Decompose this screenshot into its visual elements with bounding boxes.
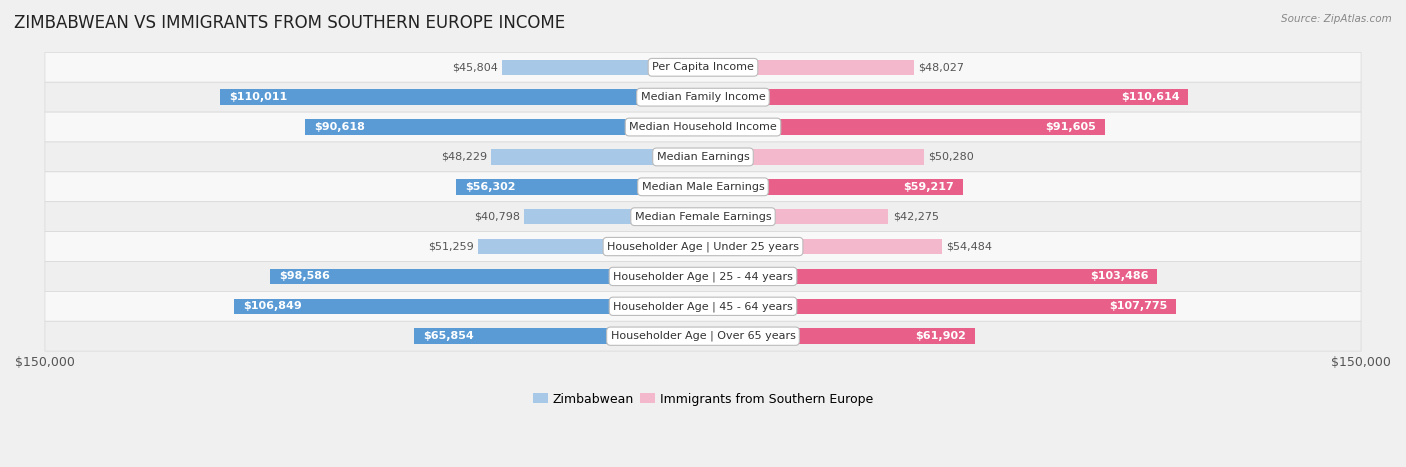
Text: $65,854: $65,854 [423,331,474,341]
Text: $51,259: $51,259 [427,241,474,252]
Text: $54,484: $54,484 [946,241,993,252]
FancyBboxPatch shape [45,52,1361,82]
Bar [221,89,703,105]
Text: $61,902: $61,902 [915,331,966,341]
Bar [524,209,703,225]
Bar [492,149,703,165]
Text: Median Male Earnings: Median Male Earnings [641,182,765,192]
Bar [270,269,703,284]
Bar [703,328,974,344]
FancyBboxPatch shape [45,291,1361,321]
Text: $48,229: $48,229 [441,152,486,162]
Text: ZIMBABWEAN VS IMMIGRANTS FROM SOUTHERN EUROPE INCOME: ZIMBABWEAN VS IMMIGRANTS FROM SOUTHERN E… [14,14,565,32]
Bar [478,239,703,255]
Text: $59,217: $59,217 [903,182,955,192]
Bar [703,269,1157,284]
Legend: Zimbabwean, Immigrants from Southern Europe: Zimbabwean, Immigrants from Southern Eur… [527,388,879,410]
Bar [456,179,703,195]
Bar [415,328,703,344]
Text: Median Household Income: Median Household Income [628,122,778,132]
FancyBboxPatch shape [45,82,1361,112]
FancyBboxPatch shape [45,112,1361,142]
Text: Median Earnings: Median Earnings [657,152,749,162]
Bar [703,149,924,165]
FancyBboxPatch shape [45,321,1361,351]
Bar [502,59,703,75]
FancyBboxPatch shape [45,262,1361,291]
Bar [703,119,1105,135]
Text: $110,011: $110,011 [229,92,287,102]
Text: $90,618: $90,618 [314,122,366,132]
Bar [703,239,942,255]
Text: $45,804: $45,804 [451,62,498,72]
FancyBboxPatch shape [45,142,1361,172]
Text: $91,605: $91,605 [1045,122,1097,132]
Text: $50,280: $50,280 [928,152,974,162]
Bar [703,298,1175,314]
Bar [703,209,889,225]
FancyBboxPatch shape [45,202,1361,232]
Text: $107,775: $107,775 [1109,301,1167,311]
Text: Householder Age | Over 65 years: Householder Age | Over 65 years [610,331,796,341]
Text: $110,614: $110,614 [1121,92,1180,102]
Text: $42,275: $42,275 [893,212,939,222]
Text: $56,302: $56,302 [465,182,515,192]
Text: $48,027: $48,027 [918,62,965,72]
Text: Householder Age | 45 - 64 years: Householder Age | 45 - 64 years [613,301,793,311]
Text: Per Capita Income: Per Capita Income [652,62,754,72]
FancyBboxPatch shape [45,232,1361,262]
Bar [305,119,703,135]
Text: Householder Age | 25 - 44 years: Householder Age | 25 - 44 years [613,271,793,282]
Text: $40,798: $40,798 [474,212,520,222]
Bar [703,89,1188,105]
Bar [703,59,914,75]
Text: $106,849: $106,849 [243,301,302,311]
Bar [703,179,963,195]
Text: Median Female Earnings: Median Female Earnings [634,212,772,222]
Text: Source: ZipAtlas.com: Source: ZipAtlas.com [1281,14,1392,24]
Text: $98,586: $98,586 [280,271,330,282]
Text: $103,486: $103,486 [1090,271,1149,282]
Bar [235,298,703,314]
FancyBboxPatch shape [45,172,1361,202]
Text: Median Family Income: Median Family Income [641,92,765,102]
Text: Householder Age | Under 25 years: Householder Age | Under 25 years [607,241,799,252]
